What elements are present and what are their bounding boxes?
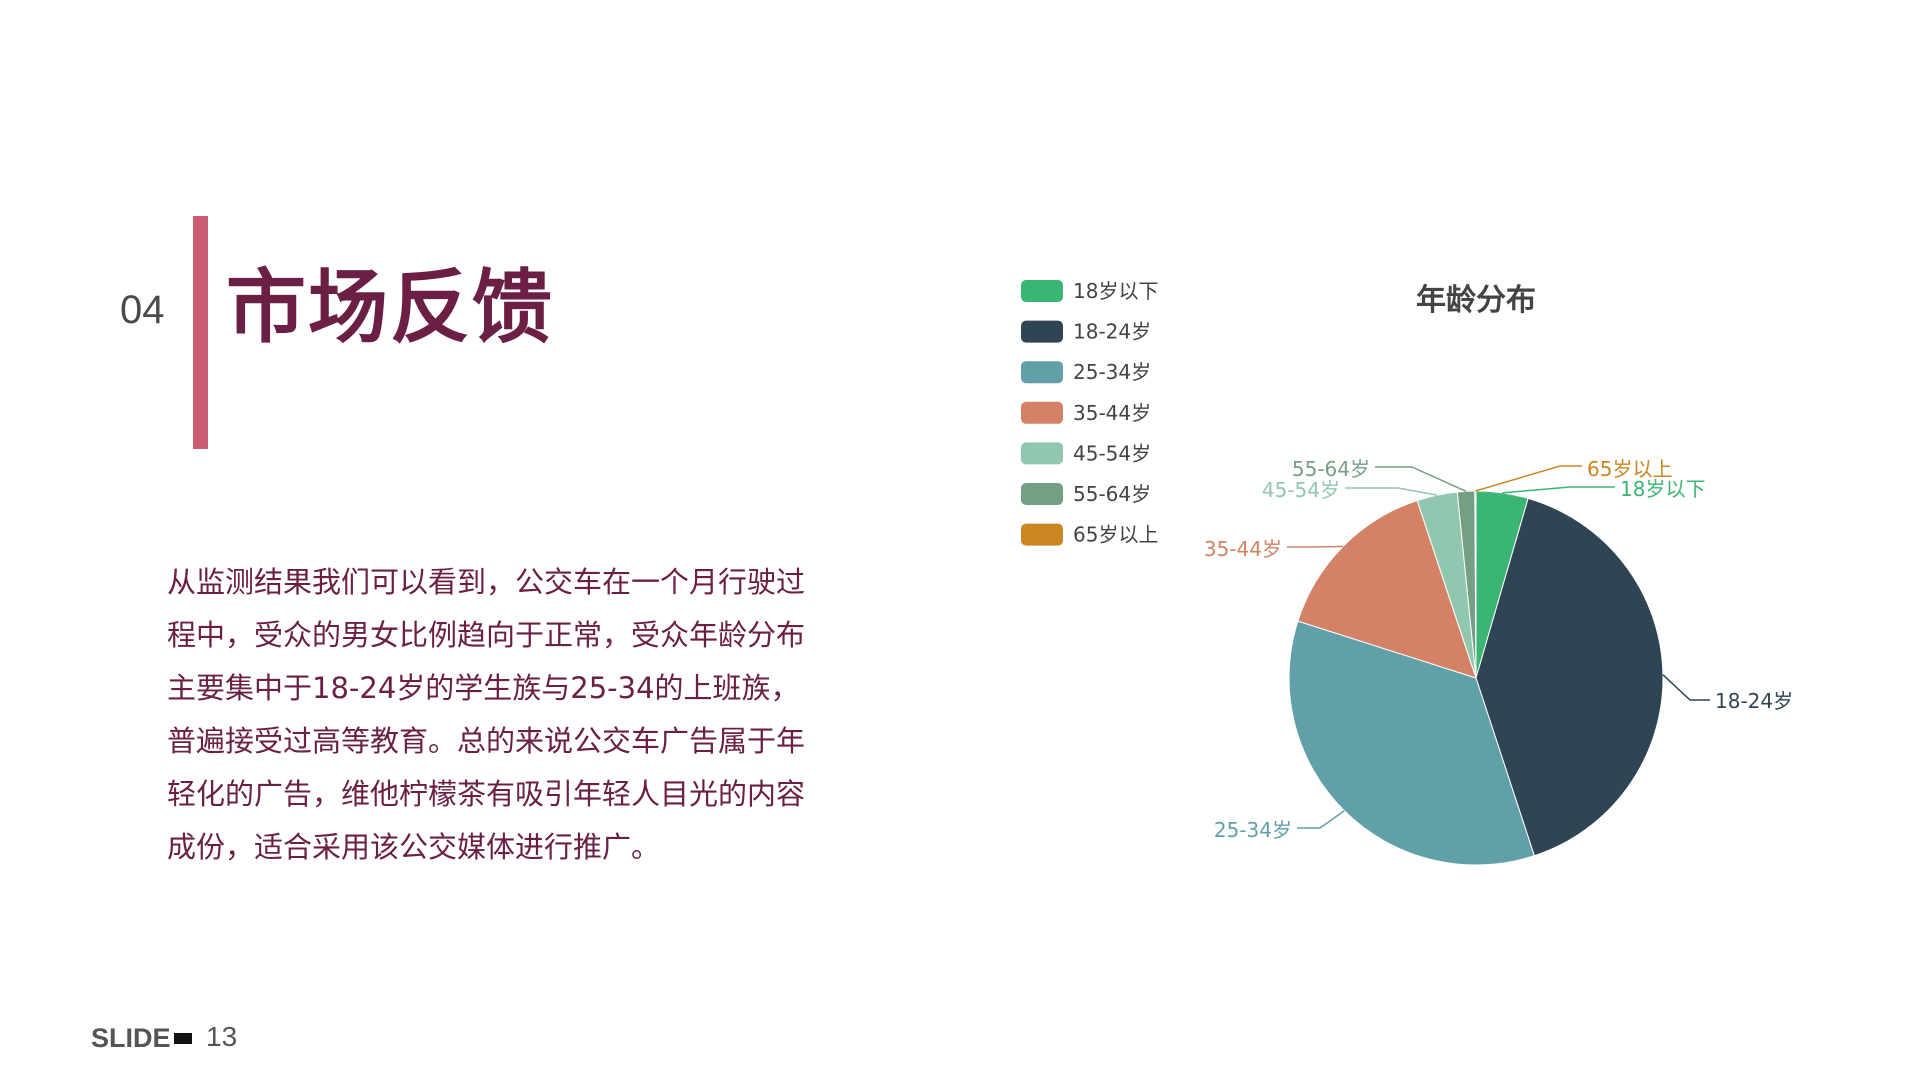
pie-slices: [1288, 490, 1664, 866]
footer-marker: [174, 1033, 192, 1044]
pie-label-4: 45-54岁: [1262, 478, 1340, 502]
chart-legend: 18岁以下 18-24岁 25-34岁 35-44岁 45-54岁 55-64岁 65岁以上: [1021, 279, 1158, 547]
footer-slide-label: SLIDE: [91, 1023, 171, 1053]
legend-label-6[interactable]: 65岁以上: [1073, 523, 1158, 547]
footer-slide-number: 13: [206, 1021, 238, 1052]
legend-label-1[interactable]: 18-24岁: [1073, 320, 1151, 344]
legend-swatch-2[interactable]: [1021, 361, 1063, 384]
chart-title: 年龄分布: [1416, 283, 1536, 318]
legend-label-3[interactable]: 35-44岁: [1073, 401, 1151, 425]
legend-label-2[interactable]: 25-34岁: [1073, 360, 1151, 384]
pie-leader-line-6: [1475, 465, 1582, 492]
pie-leader-line-5: [1375, 466, 1467, 492]
legend-swatch-4[interactable]: [1021, 442, 1063, 465]
pie-label-2: 25-34岁: [1214, 818, 1292, 842]
pie-leader-line-4: [1345, 487, 1438, 496]
legend-label-0[interactable]: 18岁以下: [1073, 279, 1158, 303]
legend-swatch-0[interactable]: [1021, 280, 1063, 302]
legend-swatch-1[interactable]: [1021, 320, 1063, 343]
legend-swatch-6[interactable]: [1021, 523, 1063, 546]
legend-swatch-3[interactable]: [1021, 401, 1063, 424]
page-title: 市场反馈: [226, 261, 554, 354]
section-number: 04: [120, 288, 165, 332]
pie-leader-line-0: [1502, 486, 1615, 494]
pie-label-0: 18岁以下: [1620, 477, 1705, 501]
legend-label-4[interactable]: 45-54岁: [1073, 441, 1151, 465]
pie-label-6: 65岁以上: [1587, 457, 1672, 481]
pie-leader-line-1: [1662, 674, 1710, 701]
pie-label-5: 55-64岁: [1292, 457, 1370, 481]
accent-bar: [193, 216, 208, 449]
legend-swatch-5[interactable]: [1021, 483, 1063, 505]
body-paragraph: 从监测结果我们可以看到，公交车在一个月行驶过程中，受众的男女比例趋向于正常，受众…: [167, 565, 806, 864]
pie-slice-2[interactable]: [1288, 620, 1535, 866]
pie-leader-line-3: [1287, 545, 1344, 548]
pie-label-3: 35-44岁: [1204, 537, 1282, 561]
pie-leader-line-2: [1297, 810, 1345, 829]
pie-label-1: 18-24岁: [1715, 689, 1793, 713]
legend-label-5[interactable]: 55-64岁: [1073, 482, 1151, 506]
